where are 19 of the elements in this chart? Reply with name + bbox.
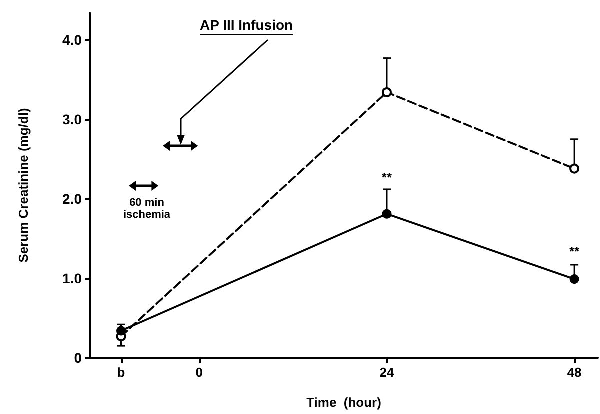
x-tick-label: 24 [380, 365, 395, 380]
x-axis-title: Time (hour) [306, 395, 382, 410]
point [570, 274, 580, 284]
point [570, 164, 580, 174]
x-tick-label: b [117, 365, 126, 380]
point [382, 87, 392, 98]
annotation: AP III Infusion [200, 17, 294, 33]
y-tick-label: 1.0 [62, 270, 82, 287]
y-tick-label: 2.0 [62, 191, 82, 208]
y-tick-label: 0 [74, 350, 82, 366]
annotation: 60 min ischemia [122, 197, 172, 222]
annotation: ** [382, 170, 392, 185]
y-tick-label: 3.0 [62, 112, 82, 128]
y-tick-label: 4.0 [62, 32, 82, 48]
x-tick-label: 48 [567, 365, 582, 380]
point [382, 209, 392, 219]
x-tick-label: 0 [196, 365, 204, 380]
y-axis-title: Serum Creatinine (mg/dl) [16, 108, 31, 263]
annotation: ** [569, 244, 580, 260]
